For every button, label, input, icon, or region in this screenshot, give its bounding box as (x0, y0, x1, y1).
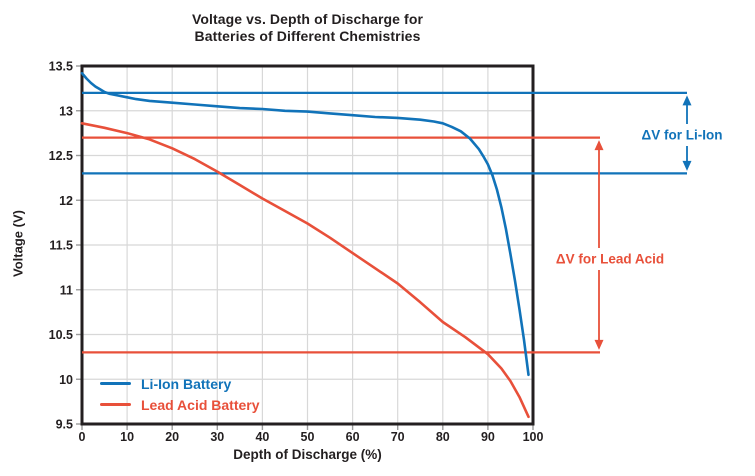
y-tick-label: 13.5 (49, 60, 73, 74)
delta-v-annotation-label: ΔV for Li-Ion (637, 127, 727, 143)
y-tick-label: 9.5 (56, 418, 73, 432)
y-tick-label: 10.5 (49, 328, 73, 342)
x-tick-label: 30 (210, 430, 224, 444)
legend-line-swatch (100, 403, 131, 406)
arrowhead-down (594, 339, 604, 350)
y-axis-title: Voltage (V) (10, 210, 26, 277)
series-curve (80, 71, 530, 377)
y-tick-label: 11.5 (49, 239, 73, 253)
arrowhead-up (682, 95, 692, 106)
x-tick-label: 10 (120, 430, 134, 444)
x-tick-label: 100 (523, 430, 544, 444)
y-tick-label: 12.5 (49, 149, 73, 163)
arrowhead-down (682, 160, 692, 171)
chart-title-line2: Batteries of Different Chemistries (194, 28, 421, 44)
x-tick-label: 40 (255, 430, 269, 444)
y-tick-label: 11 (60, 283, 73, 297)
y-tick-label: 12 (59, 194, 73, 208)
delta-v-annotation-label: ΔV for Lead Acid (551, 251, 669, 267)
x-tick-label: 50 (301, 430, 315, 444)
x-tick-label: 80 (436, 430, 450, 444)
chart-title-line1: Voltage vs. Depth of Discharge for (191, 11, 424, 27)
x-tick-label: 70 (391, 430, 405, 444)
plot-border (80, 64, 535, 426)
x-tick-label: 20 (165, 430, 179, 444)
legend-item: Lead Acid Battery (100, 394, 260, 415)
x-tick-label: 0 (79, 430, 86, 444)
arrowhead-up (594, 140, 604, 151)
chart-legend: Li-Ion Battery Lead Acid Battery (100, 373, 260, 415)
legend-item: Li-Ion Battery (100, 373, 260, 394)
x-axis-title: Depth of Discharge (%) (233, 447, 382, 462)
y-tick-label: 13 (59, 104, 73, 118)
x-tick-label: 60 (346, 430, 360, 444)
legend-label: Lead Acid Battery (141, 396, 260, 413)
y-tick-label: 10 (59, 373, 73, 387)
legend-line-swatch (100, 382, 131, 385)
x-tick-label: 90 (481, 430, 495, 444)
series-curve (80, 122, 530, 419)
chart-title: Voltage vs. Depth of Discharge for Batte… (82, 11, 533, 45)
legend-label: Li-Ion Battery (141, 375, 232, 392)
